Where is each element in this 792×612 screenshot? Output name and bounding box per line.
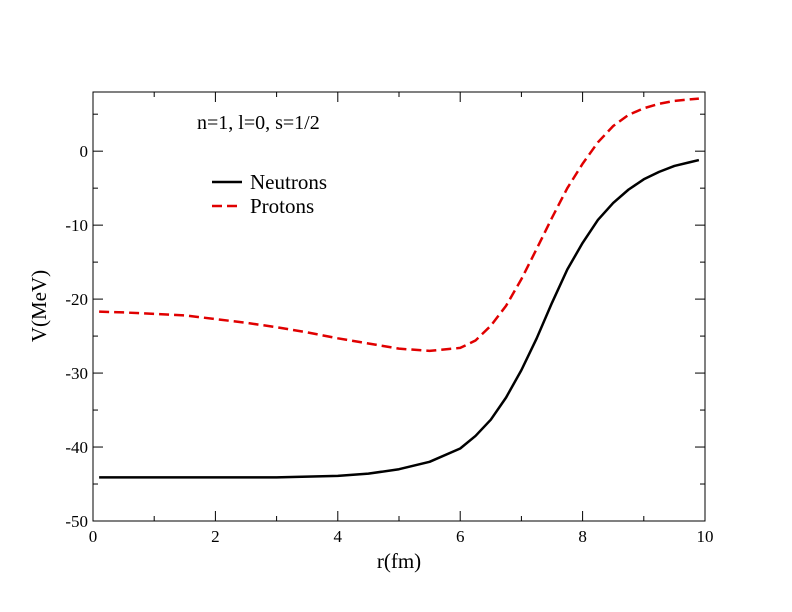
legend: Neutrons Protons bbox=[212, 170, 327, 218]
x-tick-label-0: 0 bbox=[89, 527, 98, 546]
x-tick-label-1: 2 bbox=[211, 527, 220, 546]
plot-frame bbox=[92, 91, 706, 522]
y-tick-label-4: -10 bbox=[65, 216, 88, 235]
y-tick-label-0: -50 bbox=[65, 512, 88, 531]
y-tick-label-2: -30 bbox=[65, 364, 88, 383]
y-tick-label-3: -20 bbox=[65, 290, 88, 309]
y-tick-label-5: 0 bbox=[80, 142, 89, 161]
x-tick-label-2: 4 bbox=[334, 527, 343, 546]
tick-labels: 0 2 4 6 8 10 -50 -40 -30 -20 -10 0 bbox=[65, 142, 713, 546]
y-axis-title: V(MeV) bbox=[27, 270, 51, 342]
axis-ticks bbox=[92, 92, 706, 522]
series-line-protons bbox=[99, 97, 699, 353]
x-tick-label-3: 6 bbox=[456, 527, 465, 546]
x-tick-label-5: 10 bbox=[697, 527, 714, 546]
series-lines bbox=[99, 97, 700, 479]
series-line-neutrons bbox=[99, 158, 700, 479]
legend-label-protons: Protons bbox=[250, 194, 314, 218]
legend-label-neutrons: Neutrons bbox=[250, 170, 327, 194]
annotation-label: n=1, l=0, s=1/2 bbox=[197, 112, 320, 134]
x-axis-title: r(fm) bbox=[377, 549, 421, 573]
x-tick-label-4: 8 bbox=[578, 527, 587, 546]
y-tick-label-1: -40 bbox=[65, 438, 88, 457]
